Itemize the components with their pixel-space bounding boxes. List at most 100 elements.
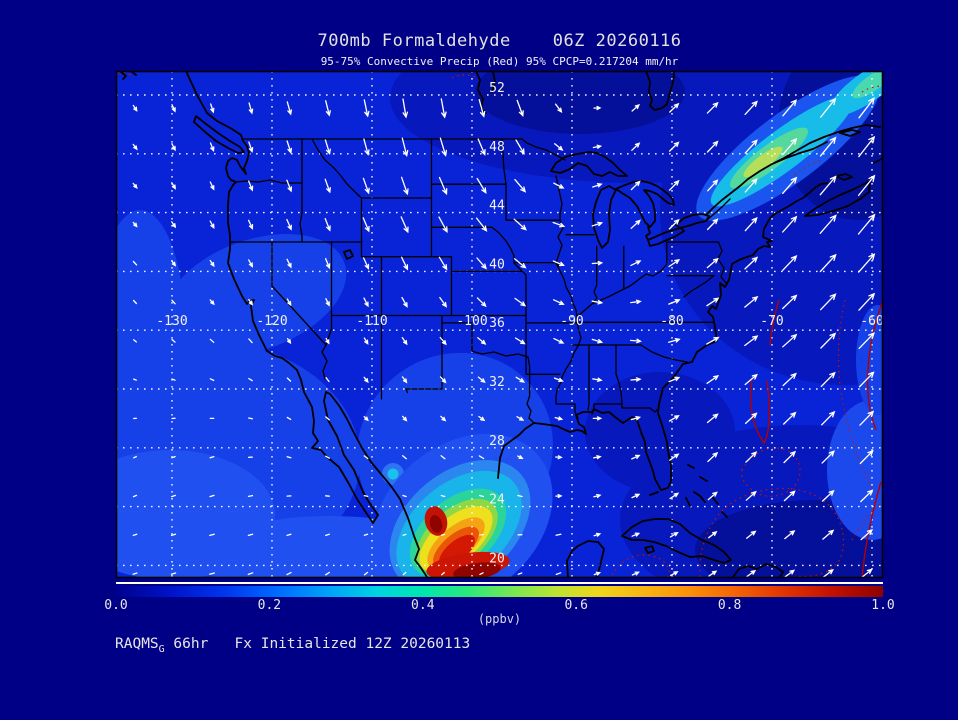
wind-arrow [324, 217, 331, 232]
colorbar-tick-label: 0.8 [717, 598, 742, 613]
wind-arrow [858, 135, 876, 158]
colorbar-tick-label: 0.2 [257, 598, 282, 613]
wind-arrow [402, 571, 407, 576]
wind-arrow [363, 415, 369, 422]
wind-arrow [286, 101, 293, 116]
wind-arrow [439, 336, 447, 346]
precip-contour-dotted [117, 72, 133, 77]
wind-arrow [860, 568, 873, 578]
footer-annotation: RAQMSG 66hr Fx Initialized 12Z 20260113 [115, 636, 470, 655]
wind-arrow [363, 297, 369, 308]
wind-arrow [591, 260, 604, 266]
wind-arrow [513, 258, 527, 269]
wind-arrow [516, 99, 524, 118]
wind-arrow [782, 372, 797, 387]
wind-arrow [440, 98, 447, 119]
lat-label: 40 [489, 257, 505, 272]
wind-arrow [171, 455, 176, 459]
wind-arrow [707, 179, 719, 192]
wind-arrow [209, 181, 215, 191]
wind-arrow [286, 140, 293, 155]
wind-arrow [744, 216, 758, 232]
wind-arrow [782, 137, 798, 156]
wind-arrow [555, 493, 563, 499]
wind-arrow [593, 493, 602, 499]
wind-arrow [746, 569, 757, 578]
wind-arrow [363, 337, 369, 345]
wind-arrow [132, 494, 138, 498]
wind-arrow [171, 221, 177, 229]
wind-arrow [782, 215, 798, 233]
lat-label: 52 [489, 81, 505, 96]
lat-label: 32 [489, 375, 505, 390]
wind-arrow [401, 376, 408, 384]
wind-arrow [363, 571, 369, 576]
wind-arrow [782, 294, 798, 310]
wind-arrow [706, 336, 720, 345]
wind-arrow [593, 571, 602, 576]
wind-arrow [668, 141, 680, 152]
wind-vectors [132, 97, 876, 578]
wind-arrow [668, 415, 680, 422]
wind-arrow [858, 97, 875, 119]
wind-arrow [362, 217, 370, 233]
wind-arrow [477, 376, 486, 384]
field-shading [116, 71, 883, 578]
wind-arrow [132, 104, 138, 112]
wind-arrow [553, 337, 565, 344]
wind-arrow [400, 176, 409, 196]
wind-arrow [517, 494, 523, 498]
wind-arrow [782, 255, 798, 271]
wind-arrow [324, 178, 331, 194]
wind-arrow [248, 141, 254, 153]
plot-subtitle: 95-75% Convective Precip (Red) 95% CPCP=… [320, 55, 679, 68]
wind-arrow [209, 455, 215, 459]
wind-arrow [592, 377, 603, 382]
wind-arrow [554, 143, 564, 151]
wind-arrow [401, 296, 408, 308]
wind-arrow [170, 533, 177, 537]
precip-contour-solid [861, 481, 882, 578]
field-contour-blob [429, 515, 443, 533]
wind-arrow [325, 455, 330, 459]
wind-arrow [478, 415, 486, 422]
wind-arrow [591, 221, 604, 227]
wind-arrow [132, 299, 138, 305]
wind-arrow [477, 138, 486, 156]
colorbar-tick-label: 0.4 [411, 598, 435, 613]
wind-arrow [209, 338, 215, 343]
wind-arrow [209, 572, 215, 575]
wind-arrow [669, 531, 679, 538]
lat-label: 36 [489, 316, 505, 331]
precip-contour-dotted [794, 159, 823, 176]
wind-arrow [668, 298, 681, 305]
wind-arrow [513, 218, 527, 231]
wind-arrow [819, 253, 837, 273]
wind-arrow [325, 100, 331, 117]
lat-label: 44 [489, 199, 505, 214]
lon-label: -120 [256, 314, 287, 329]
wind-arrow [400, 216, 409, 234]
wind-arrow [325, 571, 330, 576]
wind-arrow [440, 415, 447, 422]
wind-arrow [593, 532, 602, 537]
field-contour-blob [163, 233, 347, 357]
wind-arrow [248, 259, 254, 268]
wind-arrow [630, 415, 642, 421]
wind-arrow [744, 295, 759, 308]
wind-arrow [132, 533, 138, 537]
wind-arrow [478, 494, 485, 498]
wind-arrow [286, 533, 292, 537]
wind-arrow [860, 489, 874, 503]
model-name: RAQMS [115, 636, 159, 652]
lon-label: -80 [660, 314, 683, 329]
precip-contour-solid [866, 299, 883, 431]
wind-arrow [209, 378, 215, 382]
wind-arrow [209, 494, 215, 498]
wind-arrow [668, 218, 680, 230]
wind-arrow [248, 298, 254, 306]
wind-arrow [629, 338, 642, 344]
wind-arrow [555, 572, 562, 576]
title-variable: 700mb Formaldehyde [317, 31, 511, 51]
wind-arrow [744, 100, 758, 116]
